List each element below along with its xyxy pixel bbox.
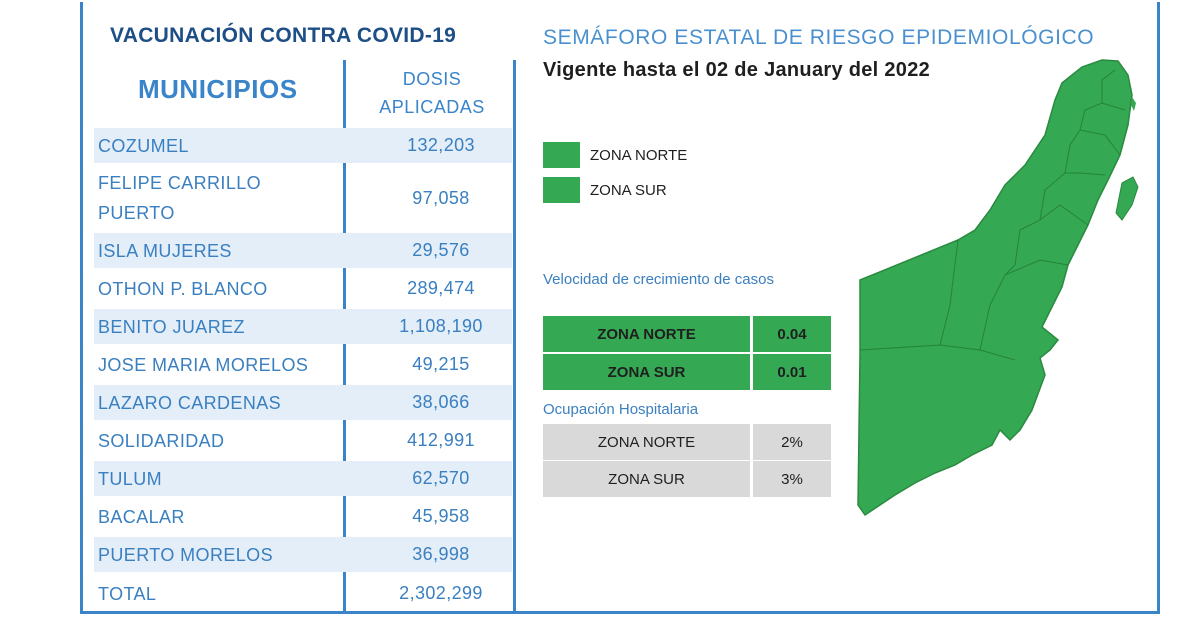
table-row: ISLA MUJERES 29,576 [94,233,512,268]
table-row: ZONA NORTE 2% [543,424,831,460]
zona-cell: ZONA NORTE [543,424,750,460]
municipio-name: PUERTO MORELOS [98,544,273,565]
total-label: TOTAL [98,583,157,604]
dosis-value: 45,958 [412,506,470,526]
dosis-value: 62,570 [412,468,470,488]
dosis-header: DOSIS APLICADAS [352,65,512,121]
zona-cell: ZONA SUR [543,354,750,390]
ocupacion-table: ZONA NORTE 2% ZONA SUR 3% [543,424,831,498]
infographic-frame [80,2,1160,614]
legend-item-norte: ZONA NORTE [543,142,687,168]
table-row: ZONA NORTE 0.04 [543,316,831,352]
municipio-name: ISLA MUJERES [98,240,232,261]
table-row: PUERTO MORELOS 36,998 [94,537,512,572]
table-row: BACALAR 45,958 [94,499,512,534]
legend-label: ZONA NORTE [590,146,688,164]
municipio-name: OTHON P. BLANCO [98,278,268,299]
dosis-value: 412,991 [407,430,475,450]
legend-swatch [543,177,580,203]
table-row: OTHON P. BLANCO 289,474 [94,271,512,306]
municipio-name: FELIPE CARRILLO PUERTO [98,173,262,223]
dosis-value: 29,576 [412,240,470,260]
municipio-name: BACALAR [98,506,185,527]
dosis-header-line1: DOSIS [402,69,462,89]
legend-item-sur: ZONA SUR [543,177,667,203]
total-value: 2,302,299 [399,583,483,603]
municipios-header: MUNICIPIOS [138,74,298,104]
municipal-borders [859,69,1126,361]
section-divider [513,60,516,612]
vaccination-title: VACUNACIÓN CONTRA COVID-19 [110,24,457,47]
dosis-value: 49,215 [412,354,470,374]
municipio-name: SOLIDARIDAD [98,430,225,451]
semaforo-title: SEMÁFORO ESTATAL DE RIESGO EPIDEMIOLÓGIC… [543,26,1095,49]
municipio-name: JOSE MARIA MORELOS [98,354,309,375]
table-row: TULUM 62,570 [94,461,512,496]
isla-mujeres-island [1131,97,1136,111]
table-row: LAZARO CARDENAS 38,066 [94,385,512,420]
velocidad-table: ZONA NORTE 0.04 ZONA SUR 0.01 [543,316,831,392]
value-cell: 0.01 [753,354,831,390]
zona-cell: ZONA SUR [543,461,750,497]
table-row: FELIPE CARRILLO PUERTO 97,058 [94,165,512,231]
dosis-header-line2: APLICADAS [379,97,485,117]
quintana-roo-map [857,59,1139,517]
legend-label: ZONA SUR [590,181,667,199]
table-row: ZONA SUR 0.01 [543,354,831,390]
state-shape [857,59,1133,517]
dosis-value: 1,108,190 [399,316,483,336]
dosis-value: 132,203 [407,135,475,155]
municipio-name: COZUMEL [98,135,189,156]
dosis-value: 36,998 [412,544,470,564]
value-cell: 3% [753,461,831,497]
municipio-name: LAZARO CARDENAS [98,392,282,413]
dosis-value: 38,066 [412,392,470,412]
table-row: JOSE MARIA MORELOS 49,215 [94,347,512,382]
legend-swatch [543,142,580,168]
municipio-name: BENITO JUAREZ [98,316,245,337]
cozumel-island [1115,176,1139,221]
municipio-name: TULUM [98,468,162,489]
ocupacion-title: Ocupación Hospitalaria [543,401,699,418]
table-row: BENITO JUAREZ 1,108,190 [94,309,512,344]
dosis-value: 97,058 [412,187,470,208]
validity-subtitle: Vigente hasta el 02 de January del 2022 [543,59,931,81]
value-cell: 2% [753,424,831,460]
dosis-value: 289,474 [407,278,475,298]
table-row: ZONA SUR 3% [543,461,831,497]
zona-cell: ZONA NORTE [543,316,750,352]
velocidad-title: Velocidad de crecimiento de casos [543,271,774,288]
total-row: TOTAL 2,302,299 [94,576,512,611]
value-cell: 0.04 [753,316,831,352]
table-row: COZUMEL 132,203 [94,128,512,163]
table-row: SOLIDARIDAD 412,991 [94,423,512,458]
